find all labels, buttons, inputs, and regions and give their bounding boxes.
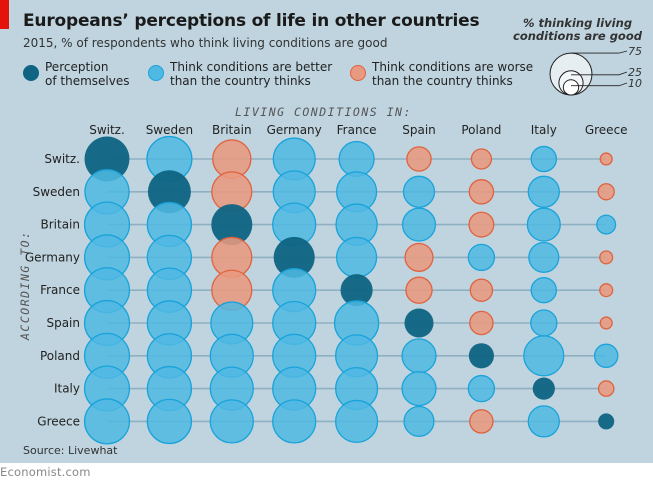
size-legend-title-line2: conditions are good <box>513 29 642 43</box>
bubble-greece-on-germany: Greece on Germany: 79% <box>272 399 317 444</box>
size-legend-label-10: 10 <box>628 77 642 90</box>
legend-item-self: Perception of themselves <box>23 60 195 88</box>
row-label-france: France <box>40 283 80 297</box>
bubble-greece-on-britain: Greece on Britain: 79% <box>209 399 254 444</box>
bubble-switz-on-poland: Switz. on Poland: 17% <box>470 148 493 170</box>
bubble-sweden-on-greece: Sweden on Greece: 11% <box>597 183 615 201</box>
legend-label-worse: Think conditions are worse than the coun… <box>372 60 542 88</box>
row-label-britain: Britain <box>41 218 81 232</box>
bubble-france-on-italy: France on Italy: 27% <box>530 276 558 304</box>
row-label-germany: Germany <box>25 250 80 264</box>
economist-red-tag <box>0 0 9 29</box>
column-label-poland: Poland <box>461 123 501 137</box>
chart-title: Europeans’ perceptions of life in other … <box>23 11 480 31</box>
bubble-france-on-greece: France on Greece: 7% <box>599 283 614 298</box>
bubble-poland-on-greece: Poland on Greece: 23% <box>593 343 619 369</box>
bubble-sweden-on-poland: Sweden on Poland: 25% <box>468 179 495 205</box>
source-note: Source: Livewhat <box>23 444 118 457</box>
legend-dot-self-icon <box>23 65 39 81</box>
legend-label-worse-line2: than the country thinks <box>372 74 513 88</box>
column-label-italy: Italy <box>531 123 557 137</box>
bubble-sweden-on-sweden: Sweden on Sweden: 79% <box>147 170 191 214</box>
bubble-italy-on-poland: Italy on Poland: 29% <box>467 374 496 403</box>
bubble-greece-on-france: Greece on France: 75% <box>334 399 379 444</box>
bubble-italy-on-greece: Italy on Greece: 10% <box>597 380 615 397</box>
bubble-germany-on-germany: Germany on Germany: 72% <box>273 236 315 278</box>
bubble-matrix-chart: Switz. Sweden Britain Germany France Spain Pol… <box>25 123 628 445</box>
bubble-germany-on-greece: Germany on Greece: 7% <box>599 250 614 265</box>
row-label-spain: Spain <box>46 316 80 330</box>
size-legend-leader-75 <box>571 50 628 54</box>
column-label-sweden: Sweden <box>146 123 193 137</box>
size-legend-leader-25 <box>571 71 628 76</box>
row-label-italy: Italy <box>54 382 80 396</box>
bubble-poland-on-italy: Poland on Italy: 68% <box>523 335 565 377</box>
row-label-greece: Greece <box>37 414 80 428</box>
legend-label-self-line1: Perception <box>45 60 109 74</box>
bubble-britain-on-spain: Britain on Spain: 46% <box>401 207 437 242</box>
bubble-poland-on-spain: Poland on Spain: 49% <box>401 338 437 374</box>
column-label-france: France <box>337 123 377 137</box>
legend-label-better: Think conditions are better than the cou… <box>170 60 340 88</box>
row-label-switz: Switz. <box>44 152 80 166</box>
bubble-greece-on-italy: Greece on Italy: 41% <box>527 405 560 438</box>
size-legend-leader-10 <box>571 82 628 87</box>
bubble-poland-on-poland: Poland on Poland: 27% <box>468 343 494 369</box>
legend-label-self: Perception of themselves <box>45 60 195 88</box>
bubble-switz-on-greece: Switz. on Greece: 6% <box>599 152 613 166</box>
bubble-britain-on-poland: Britain on Poland: 26% <box>468 211 495 238</box>
bubble-sweden-on-spain: Sweden on Spain: 41% <box>402 175 436 208</box>
bubble-france-on-france: France on France: 44% <box>340 274 373 307</box>
x-axis-title: LIVING CONDITIONS IN: <box>235 105 412 119</box>
chart-subtitle: 2015, % of respondents who think living … <box>23 36 388 50</box>
footer-credit: Economist.com <box>0 465 91 479</box>
bubble-switz-on-spain: Switz. on Spain: 25% <box>406 146 432 172</box>
column-label-britain: Britain <box>212 123 252 137</box>
column-label-greece: Greece <box>585 123 628 137</box>
bubble-italy-on-italy: Italy on Italy: 21% <box>532 377 555 400</box>
column-label-spain: Spain <box>402 123 436 137</box>
legend-label-better-line1: Think conditions are better <box>170 60 333 74</box>
size-legend-title-line1: % thinking living <box>522 16 633 30</box>
legend-item-worse: Think conditions are worse than the coun… <box>350 60 542 88</box>
bubble-spain-on-spain: Spain on Spain: 36% <box>404 308 434 338</box>
legend-label-worse-line1: Think conditions are worse <box>372 60 534 74</box>
bubble-germany-on-poland: Germany on Poland: 29% <box>467 243 496 272</box>
size-legend-circle-10 <box>562 79 580 96</box>
bubble-greece-on-greece: Greece on Greece: 11% <box>598 413 615 430</box>
size-legend-title: % thinking living conditions are good <box>505 17 650 43</box>
bubble-greece-on-switz: Greece on Switz.: 86% <box>83 398 131 445</box>
size-legend-label-25: 25 <box>628 66 642 79</box>
legend-item-better: Think conditions are better than the cou… <box>148 60 340 88</box>
bubble-spain-on-greece: Spain on Greece: 6% <box>599 316 613 330</box>
bubble-italy-on-spain: Italy on Spain: 49% <box>401 371 437 407</box>
bubble-switz-on-italy: Switz. on Italy: 27% <box>530 145 558 173</box>
bubble-greece-on-poland: Greece on Poland: 23% <box>469 409 494 434</box>
column-label-germany: Germany <box>267 123 322 137</box>
bubble-germany-on-france: Germany on France: 68% <box>335 236 378 279</box>
bubble-france-on-poland: France on Poland: 21% <box>469 278 494 302</box>
row-label-poland: Poland <box>40 349 80 363</box>
bubble-spain-on-italy: Spain on Italy: 29% <box>530 309 558 337</box>
row-label-sweden: Sweden <box>33 185 80 199</box>
bubble-greece-on-spain: Greece on Spain: 38% <box>403 405 435 437</box>
legend-label-self-line2: of themselves <box>45 74 130 88</box>
legend-dot-worse-icon <box>350 65 366 81</box>
bubble-spain-on-poland: Spain on Poland: 23% <box>469 310 494 336</box>
bubble-germany-on-spain: Germany on Spain: 33% <box>404 242 434 272</box>
bubble-britain-on-italy: Britain on Italy: 46% <box>526 207 561 242</box>
legend-dot-better-icon <box>148 65 164 81</box>
legend-label-better-line2: than the country thinks <box>170 74 311 88</box>
column-label-switz: Switz. <box>89 123 125 137</box>
bubble-switz-on-switz: Switz. on Switz.: 86% <box>84 136 130 182</box>
bubble-germany-on-italy: Germany on Italy: 38% <box>528 241 560 273</box>
bubble-britain-on-greece: Britain on Greece: 15% <box>596 214 617 235</box>
bubble-france-on-spain: France on Spain: 29% <box>405 276 433 304</box>
size-legend-label-75: 75 <box>628 45 642 58</box>
bubble-sweden-on-italy: Sweden on Italy: 41% <box>527 175 560 208</box>
bubble-greece-on-sweden: Greece on Sweden: 83% <box>146 398 193 445</box>
bubble-britain-on-britain: Britain on Britain: 72% <box>211 204 253 246</box>
